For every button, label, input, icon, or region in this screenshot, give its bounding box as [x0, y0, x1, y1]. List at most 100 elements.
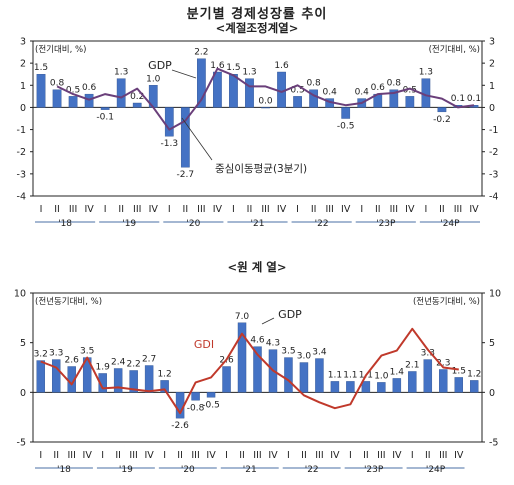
x-quarter-label: IV — [277, 204, 287, 215]
x-quarter-label: IV — [213, 204, 223, 215]
y-tick-label-left: -3 — [17, 169, 26, 180]
gdp-bar — [237, 322, 247, 393]
gdp-data-label: 0.5 — [290, 85, 304, 95]
x-year-label: '19 — [122, 219, 136, 229]
plot-frame — [32, 40, 483, 197]
gdp-bar — [437, 107, 447, 113]
x-year-label: '21 — [251, 219, 265, 229]
gdp-bar — [191, 392, 200, 401]
gdp-bar — [361, 381, 371, 393]
x-quarter-label: II — [177, 450, 183, 461]
x-quarter-label: III — [197, 204, 205, 215]
gdp-data-label: 1.1 — [343, 370, 357, 380]
x-quarter-label: I — [104, 204, 107, 215]
x-year-label: '23P — [364, 465, 384, 475]
x-quarter-label: II — [439, 204, 445, 215]
x-year-label: '18 — [57, 465, 71, 475]
gdp-data-label: 3.3 — [49, 349, 63, 359]
gdp-bar — [470, 380, 479, 393]
y-tick-label-left: 2 — [20, 59, 26, 70]
gdp-data-label: 4.6 — [250, 336, 265, 346]
gdp-data-label: 0.6 — [82, 83, 97, 93]
gdp-bar — [197, 58, 206, 108]
x-quarter-label: II — [118, 204, 124, 215]
gdp-data-label: 0.8 — [306, 79, 321, 89]
x-quarter-label: III — [454, 204, 462, 215]
x-quarter-label: I — [411, 450, 414, 461]
gdp-bar — [405, 96, 415, 108]
gdp-data-label: 2.6 — [65, 356, 80, 366]
x-quarter-label: I — [232, 204, 235, 215]
x-quarter-label: III — [261, 204, 269, 215]
x-quarter-label: IV — [84, 204, 94, 215]
x-year-label: '18 — [58, 219, 72, 229]
x-quarter-label: IV — [454, 450, 464, 461]
x-quarter-label: I — [40, 204, 43, 215]
y-tick-label-left: -2 — [17, 147, 26, 158]
gdp-bar — [253, 346, 262, 393]
x-quarter-label: II — [363, 450, 369, 461]
gdp-data-label: 7.0 — [235, 312, 250, 322]
x-quarter-label: III — [253, 450, 261, 461]
x-quarter-label: IV — [330, 450, 340, 461]
gdp-data-label: 3.5 — [80, 347, 94, 357]
x-quarter-label: IV — [144, 450, 154, 461]
y-tick-label-right: 2 — [489, 59, 495, 70]
gdp-bar — [84, 93, 94, 108]
gdp-data-label: 0.1 — [467, 94, 481, 104]
y-tick-label-left: 5 — [20, 338, 26, 349]
x-quarter-label: III — [377, 450, 385, 461]
gdp-bar — [454, 377, 464, 393]
plot-frame — [32, 292, 483, 443]
gdp-bar — [245, 78, 254, 108]
gdp-data-label: 1.0 — [146, 74, 161, 84]
gdp-bar — [408, 371, 417, 393]
x-quarter-label: III — [129, 450, 137, 461]
gdp-bar — [284, 357, 293, 393]
x-quarter-label: I — [39, 450, 42, 461]
x-quarter-label: I — [101, 450, 104, 461]
page-title: 분기별 경제성장률 추이 — [186, 7, 328, 22]
x-year-label: '20 — [186, 219, 200, 229]
y-tick-label-left: 0 — [20, 103, 26, 114]
x-quarter-label: II — [54, 204, 60, 215]
gdp-bar — [68, 96, 78, 108]
x-quarter-label: II — [115, 450, 121, 461]
gdp-bar — [113, 368, 123, 393]
x-quarter-label: III — [69, 204, 77, 215]
x-quarter-label: II — [183, 204, 189, 215]
gdp-bar — [144, 365, 154, 393]
x-quarter-label: I — [424, 204, 427, 215]
gdp-bar — [160, 380, 169, 393]
x-year-label: '23P — [376, 219, 396, 229]
chart-top-subtitle: <계절조정계열> — [215, 21, 299, 35]
y-tick-label-right: 10 — [489, 289, 501, 300]
x-quarter-label: I — [225, 450, 228, 461]
gdp-data-label: -1.3 — [161, 139, 179, 149]
x-quarter-label: II — [311, 204, 317, 215]
gdp-data-label: -2.6 — [171, 421, 189, 431]
y-tick-label-right: -5 — [489, 438, 498, 449]
gdp-bar — [175, 392, 185, 419]
x-quarter-label: I — [163, 450, 166, 461]
gdp-data-label: 3.2 — [34, 350, 48, 360]
gdp-bar — [213, 71, 222, 108]
y-tick-label-left: 0 — [20, 388, 26, 399]
y-tick-label-right: 5 — [489, 338, 495, 349]
x-quarter-label: I — [287, 450, 290, 461]
x-quarter-label: II — [301, 450, 307, 461]
gdp-bar — [222, 366, 231, 393]
gdp-data-label: 1.3 — [114, 68, 128, 78]
gdp-data-label: 0.2 — [130, 92, 144, 102]
gdp-bar — [229, 74, 238, 108]
y-tick-label-right: -2 — [489, 147, 498, 158]
x-quarter-label: III — [325, 204, 333, 215]
gdp-data-label: 1.9 — [96, 362, 111, 372]
gdp-bar — [100, 107, 110, 110]
y-tick-label-right: -1 — [489, 125, 498, 136]
x-quarter-label: III — [439, 450, 447, 461]
x-quarter-label: III — [390, 204, 398, 215]
y-axis-label-right: (전기대비, %) — [429, 44, 480, 55]
x-quarter-label: IV — [469, 204, 479, 215]
gdp-data-label: 0.1 — [451, 94, 465, 104]
